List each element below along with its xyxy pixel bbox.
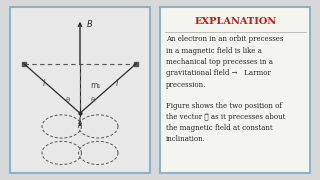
FancyBboxPatch shape	[10, 7, 150, 173]
Text: θ: θ	[65, 97, 69, 103]
FancyBboxPatch shape	[160, 7, 310, 173]
Text: An electron in an orbit precesses
in a magnetic field is like a
mechanical top p: An electron in an orbit precesses in a m…	[166, 35, 284, 89]
Text: Figure shows the two position of
the vector ℓ̅ as it precesses about
the magneti: Figure shows the two position of the vec…	[166, 102, 285, 143]
Text: m₁: m₁	[90, 80, 100, 89]
Text: l: l	[116, 79, 118, 88]
Text: EXPLANATION: EXPLANATION	[194, 17, 276, 26]
Text: l: l	[42, 79, 44, 88]
Text: θ: θ	[91, 97, 95, 103]
Text: B: B	[87, 21, 93, 30]
